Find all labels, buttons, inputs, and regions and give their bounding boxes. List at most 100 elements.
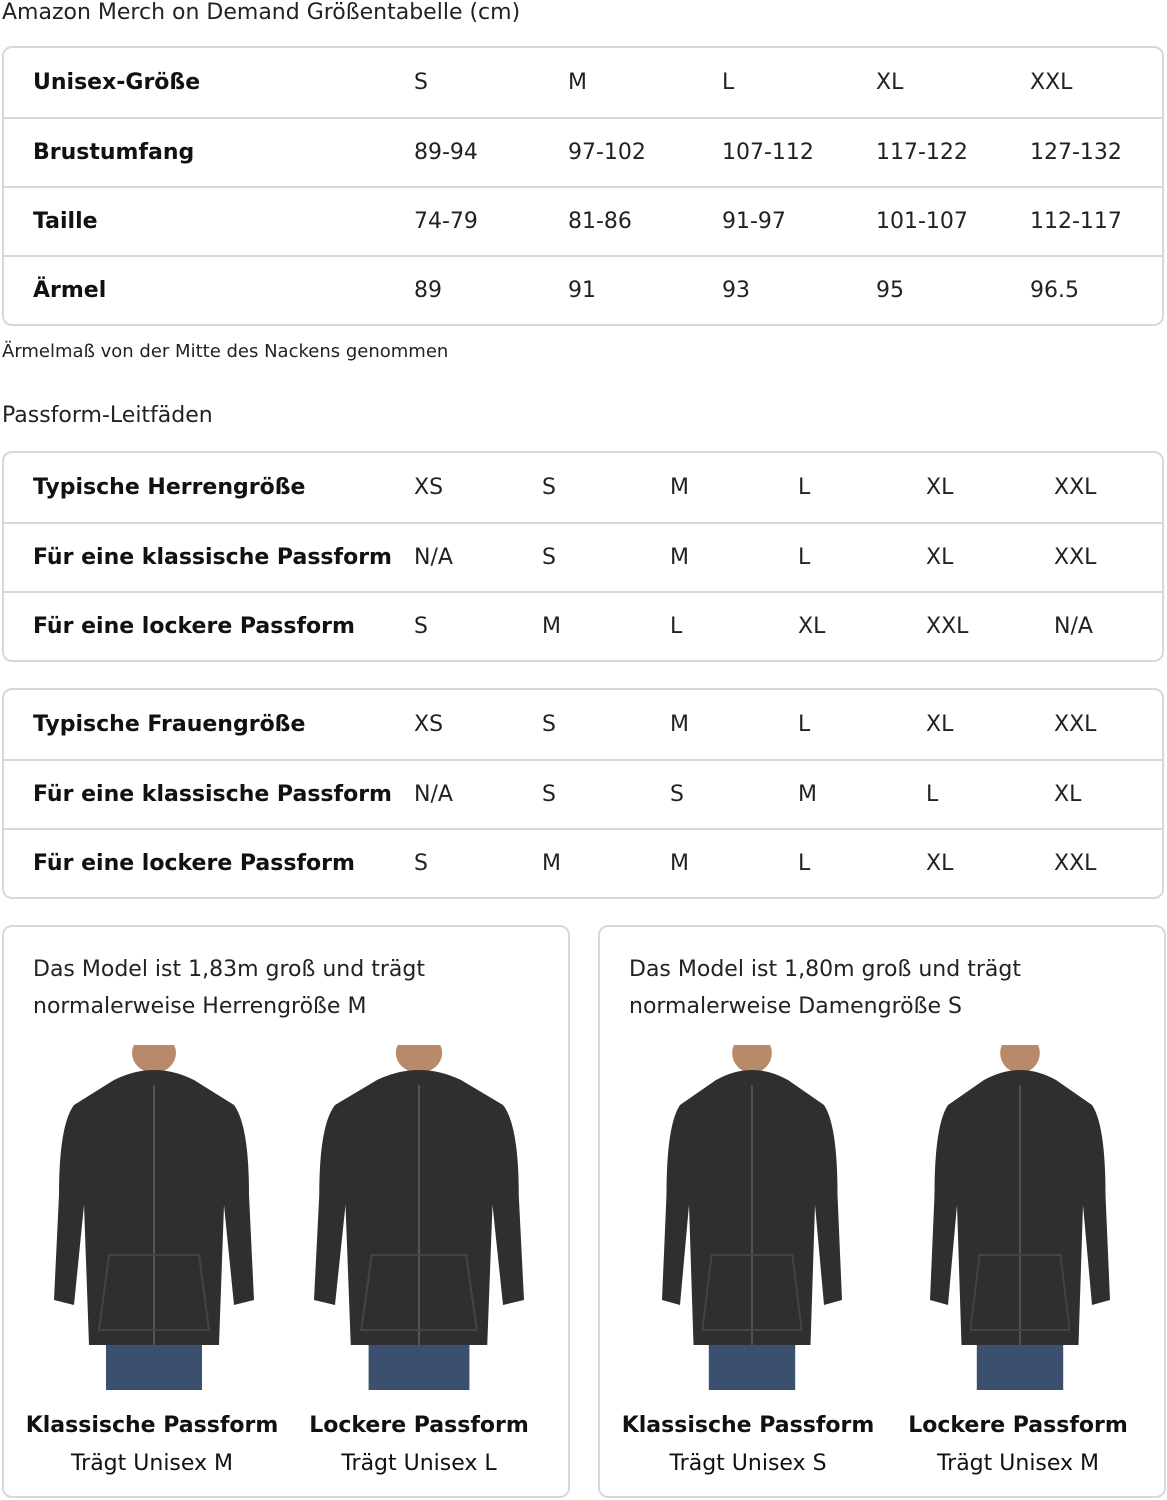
table-row: Typische Herrengröße XS S M L XL XXL (4, 453, 1162, 522)
head (1000, 1033, 1040, 1073)
table-cell: S (670, 782, 684, 807)
fit-label: Lockere Passform (309, 1413, 529, 1438)
table-cell: S (542, 475, 556, 500)
table-row: Typische Frauengröße XS S M L XL XXL (4, 690, 1162, 759)
head (732, 1033, 772, 1073)
women-model-panel: Das Model ist 1,80m groß und trägt norma… (598, 925, 1166, 1498)
table-cell: M (542, 614, 561, 639)
row-label: Für eine klassische Passform (33, 782, 392, 807)
table-cell: M (568, 70, 587, 95)
table-cell: 93 (722, 278, 750, 303)
women-classic-fit-photo (642, 1033, 862, 1390)
table-cell: N/A (1054, 614, 1093, 639)
fit-label: Lockere Passform (908, 1413, 1128, 1438)
table-cell: 91-97 (722, 209, 786, 234)
table-cell: S (414, 70, 428, 95)
fit-label: Klassische Passform (25, 1413, 279, 1438)
table-cell: M (670, 475, 689, 500)
table-cell: XXL (1054, 712, 1097, 737)
women-model-text: Das Model ist 1,80m groß und trägt norma… (629, 957, 1021, 1019)
table-cell: 96.5 (1030, 278, 1079, 303)
men-model-text: Das Model ist 1,83m groß und trägt norma… (33, 957, 425, 1019)
table-cell: S (542, 712, 556, 737)
men-classic-caption: Klassische Passform Trägt Unisex M (12, 1407, 292, 1483)
table-cell: L (926, 782, 939, 807)
table-cell: L (798, 545, 811, 570)
men-model-panel: Das Model ist 1,83m groß und trägt norma… (2, 925, 570, 1498)
table-row: Für eine lockere Passform S M L XL XXL N/A (4, 591, 1162, 660)
table-cell: XXL (926, 614, 969, 639)
table-cell: 81-86 (568, 209, 632, 234)
pocket (701, 1254, 803, 1331)
women-relaxed-fit-photo (910, 1033, 1130, 1390)
size-table: Unisex-Größe S M L XL XXL Brustumfang 89-94 97-1… (2, 46, 1164, 326)
women-relaxed-caption: Lockere Passform Trägt Unisex M (878, 1407, 1158, 1483)
table-cell: L (798, 851, 811, 876)
table-cell: L (722, 70, 735, 95)
table-cell: M (542, 851, 561, 876)
table-cell: M (798, 782, 817, 807)
men-relaxed-caption: Lockere Passform Trägt Unisex L (279, 1407, 559, 1483)
table-cell: XXL (1054, 851, 1097, 876)
table-cell: S (414, 614, 428, 639)
page-title: Amazon Merch on Demand Größentabelle (cm… (2, 0, 521, 25)
table-cell: S (542, 782, 556, 807)
fit-label: Klassische Passform (621, 1413, 875, 1438)
table-cell: 95 (876, 278, 904, 303)
table-cell: XXL (1054, 545, 1097, 570)
table-cell: 97-102 (568, 140, 646, 165)
table-cell: XL (876, 70, 904, 95)
table-cell: L (798, 475, 811, 500)
women-fit-table: Typische Frauengröße XS S M L XL XXL Für eine k… (2, 688, 1164, 899)
table-cell: 89 (414, 278, 442, 303)
wears-label: Trägt Unisex L (341, 1451, 497, 1476)
table-cell: N/A (414, 782, 453, 807)
table-cell: S (414, 851, 428, 876)
table-cell: 101-107 (876, 209, 968, 234)
table-cell: XL (798, 614, 826, 639)
table-cell: L (670, 614, 683, 639)
wears-label: Trägt Unisex M (936, 1451, 1100, 1476)
row-label: Ärmel (33, 278, 107, 303)
table-row: Unisex-Größe S M L XL XXL (4, 48, 1162, 117)
table-cell: XXL (1030, 70, 1073, 95)
pocket (97, 1254, 211, 1331)
men-relaxed-fit-photo (309, 1033, 529, 1390)
table-cell: 89-94 (414, 140, 478, 165)
women-classic-caption: Klassische Passform Trägt Unisex S (608, 1407, 888, 1483)
row-label: Typische Frauengröße (33, 712, 306, 737)
row-label: Für eine klassische Passform (33, 545, 392, 570)
pocket (969, 1254, 1071, 1331)
table-cell: 117-122 (876, 140, 968, 165)
head (395, 1033, 443, 1073)
wears-label: Trägt Unisex M (70, 1451, 234, 1476)
row-label: Brustumfang (33, 140, 195, 165)
row-label: Für eine lockere Passform (33, 614, 355, 639)
table-cell: N/A (414, 545, 453, 570)
table-cell: XL (926, 545, 954, 570)
table-cell: XL (926, 475, 954, 500)
row-label: Unisex-Größe (33, 70, 201, 95)
table-row: Ärmel 89 91 93 95 96.5 (4, 255, 1162, 324)
head (132, 1033, 176, 1073)
table-row: Brustumfang 89-94 97-102 107-112 117-122 127-… (4, 117, 1162, 186)
table-cell: XXL (1054, 475, 1097, 500)
table-cell: 112-117 (1030, 209, 1122, 234)
table-cell: XS (414, 712, 444, 737)
table-row: Für eine lockere Passform S M M L XL XXL (4, 828, 1162, 897)
sleeve-note: Ärmelmaß von der Mitte des Nackens genom… (2, 341, 449, 362)
table-cell: XL (1054, 782, 1082, 807)
table-row: Für eine klassische Passform N/A S S M L XL (4, 759, 1162, 828)
men-fit-table: Typische Herrengröße XS S M L XL XXL Für eine k… (2, 451, 1164, 662)
table-cell: 127-132 (1030, 140, 1122, 165)
fit-heading: Passform-Leitfäden (2, 403, 213, 428)
table-cell: M (670, 712, 689, 737)
table-cell: 91 (568, 278, 596, 303)
table-cell: L (798, 712, 811, 737)
table-cell: XL (926, 851, 954, 876)
row-label: Typische Herrengröße (33, 475, 306, 500)
table-cell: XL (926, 712, 954, 737)
table-row: Für eine klassische Passform N/A S M L XL XXL (4, 522, 1162, 591)
wears-label: Trägt Unisex S (669, 1451, 827, 1476)
table-cell: M (670, 851, 689, 876)
